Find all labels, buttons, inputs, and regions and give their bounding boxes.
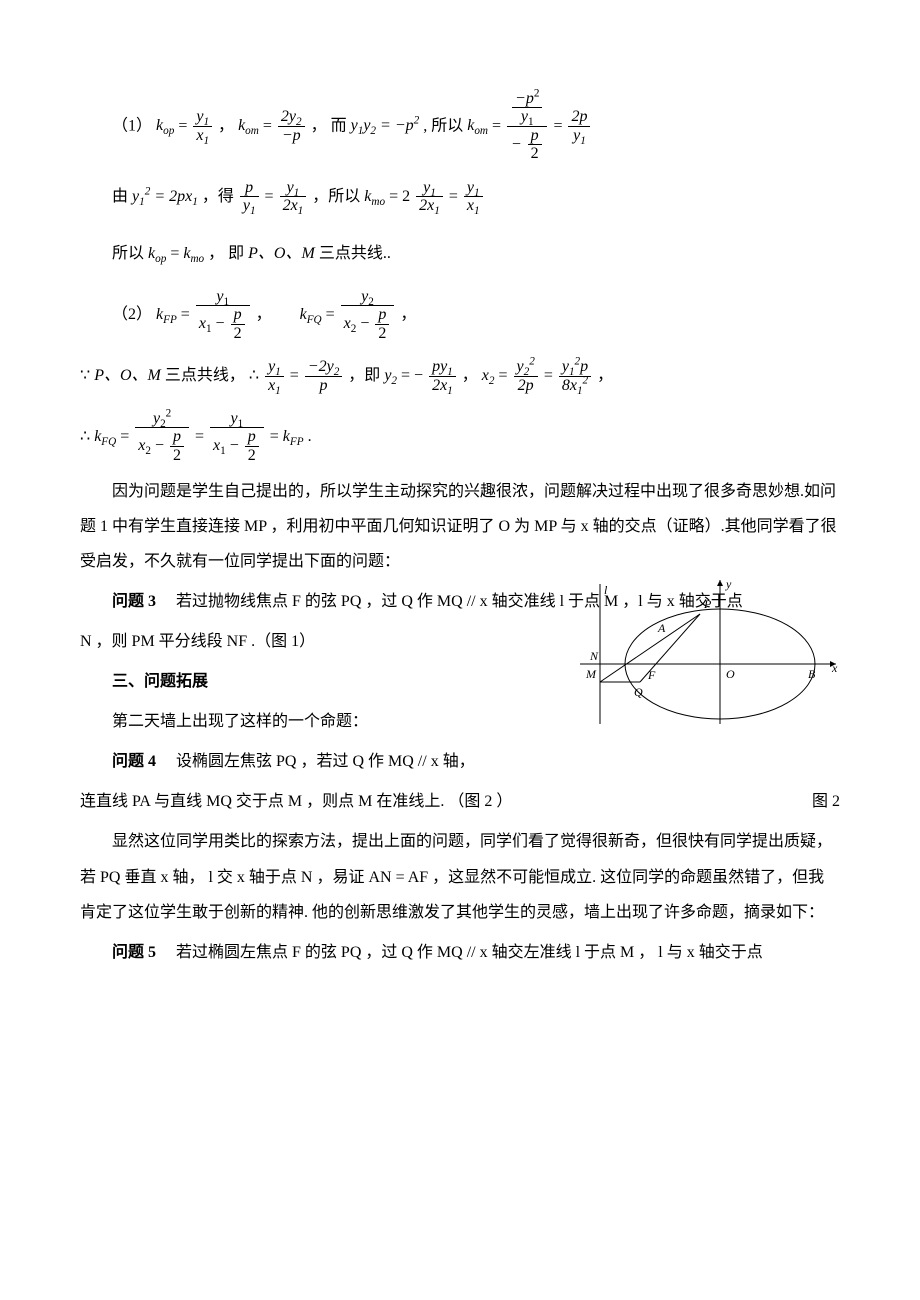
equation-1: （1） kop = y1 x1 ， kom = 2y2 −p ， 而 y1y2 … (112, 90, 840, 163)
q5-text: 若过椭圆左焦点 F 的弦 PQ ，过 Q 作 MQ // x 轴交左准线 l 于… (176, 944, 763, 961)
svg-text:l: l (604, 583, 608, 597)
equation-2: 由 y12 = 2px1 ，得 p y1 = y1 2x1 ，所以 kmo = … (112, 173, 840, 221)
eq2-lead: 由 (112, 188, 128, 205)
eq1-final: 2p y1 (568, 108, 590, 144)
svg-text:F: F (647, 668, 656, 682)
eq1-frac-2y2-negp: 2y2 −p (278, 108, 305, 144)
paragraph-3: 显然这位同学用类比的探索方法，提出上面的问题，同学们看了觉得很新奇，但很快有同学… (80, 824, 840, 930)
q3-label: 问题 3 (112, 593, 156, 610)
q4-label: 问题 4 (112, 753, 156, 770)
svg-text:x: x (831, 661, 838, 675)
eq1-midtext: ， 而 (311, 117, 347, 134)
eq1-frac-y1x1: y1 x1 (193, 108, 212, 144)
question-4: 问题 4 设椭圆左焦弦 PQ ，若过 Q 作 MQ // x 轴， (80, 744, 840, 779)
q4-text-b: 连直线 PA 与直线 MQ 交于点 M ，则点 M 在准线上. （图 2 ） (80, 793, 512, 810)
svg-text:P: P (703, 597, 712, 611)
figure-ellipse: x y l O F A P Q MN B (580, 574, 840, 734)
paragraph-1: 因为问题是学生自己提出的，所以学生主动探究的兴趣很浓，问题解决过程中出现了很多奇… (80, 474, 840, 580)
svg-text:y: y (725, 577, 732, 591)
svg-text:N: N (589, 649, 599, 663)
q4-line2: 连直线 PA 与直线 MQ 交于点 M ，则点 M 在准线上. （图 2 ） 图… (80, 784, 840, 819)
eq1-so: , 所以 (423, 117, 463, 134)
svg-text:O: O (726, 667, 735, 681)
eq1-bigfrac: −p2 y1 − p 2 (507, 90, 547, 163)
equation-3: 所以 kop = kmo ， 即 P、O、M 三点共线.. (112, 230, 840, 278)
svg-text:A: A (657, 621, 666, 635)
q5-label: 问题 5 (112, 944, 156, 961)
fig2-caption: 图 2 (812, 784, 840, 819)
q4-text-a: 设椭圆左焦弦 PQ ，若过 Q 作 MQ // x 轴， (176, 753, 475, 770)
eq1-label: （1） (112, 117, 152, 134)
equation-5: ∵ P、O、M 三点共线， ∴ y1 x1 = −2y2 p ，即 y2 = −… (80, 352, 840, 400)
equation-6: ∴ kFQ = y22 x2 − p2 = y1 x1 − p2 = kFP . (80, 410, 840, 465)
eq1-kop-sub: op (163, 125, 174, 137)
svg-text:Q: Q (634, 685, 643, 699)
svg-text:B: B (808, 667, 816, 681)
equation-4: （2） kFP = y1 x1 − p2 ， kFQ = y2 x2 − p2 … (112, 288, 840, 343)
svg-text:M: M (585, 667, 597, 681)
question-5: 问题 5 若过椭圆左焦点 F 的弦 PQ ，过 Q 作 MQ // x 轴交左准… (80, 935, 840, 970)
